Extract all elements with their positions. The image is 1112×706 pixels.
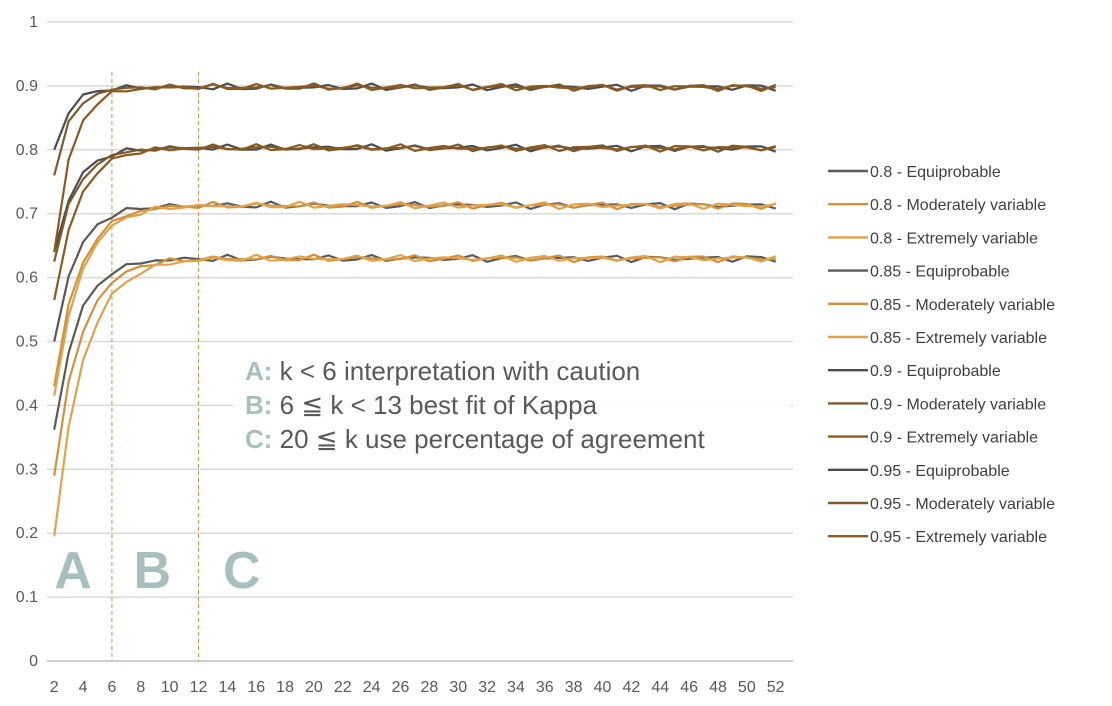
x-tick-label: 22 xyxy=(334,679,352,696)
legend-label: 0.8 - Equiprobable xyxy=(870,164,1001,181)
y-tick-label: 0 xyxy=(29,653,38,670)
y-tick-label: 0.8 xyxy=(16,142,38,159)
annotation-key: A: xyxy=(245,356,272,386)
x-tick-label: 36 xyxy=(536,679,554,696)
legend: 0.8 - Equiprobable 0.8 - Moderately varia… xyxy=(828,164,1055,546)
annotation-key: C: xyxy=(245,424,272,454)
x-tick-label: 34 xyxy=(507,679,525,696)
annotation-line: A: k < 6 interpretation with caution xyxy=(245,356,640,386)
x-tick-label: 50 xyxy=(738,679,756,696)
legend-label: 0.9 - Moderately variable xyxy=(870,396,1046,413)
legend-label: 0.95 - Moderately variable xyxy=(870,496,1055,513)
y-tick-label: 0.9 xyxy=(16,78,38,95)
x-tick-label: 40 xyxy=(594,679,612,696)
x-tick-label: 20 xyxy=(305,679,323,696)
annotation-text: 6 ≦ k < 13 best fit of Kappa xyxy=(272,390,597,420)
y-tick-label: 0.6 xyxy=(16,270,38,287)
annotation-text: 20 ≦ k use percentage of agreement xyxy=(272,424,705,454)
y-tick-label: 0.5 xyxy=(16,334,38,351)
y-tick-label: 0.4 xyxy=(16,397,38,414)
x-tick-label: 42 xyxy=(622,679,640,696)
series-line xyxy=(53,253,777,537)
series-line xyxy=(53,200,777,342)
series-line xyxy=(53,82,777,253)
x-tick-label: 16 xyxy=(247,679,265,696)
x-tick-label: 2 xyxy=(50,679,59,696)
legend-label: 0.95 - Equiprobable xyxy=(870,463,1010,480)
x-tick-label: 46 xyxy=(680,679,698,696)
y-tick-label: 0.1 xyxy=(16,589,38,606)
y-tick-label: 0.7 xyxy=(16,206,38,223)
x-tick-label: 4 xyxy=(79,679,88,696)
y-tick-label: 0.3 xyxy=(16,461,38,478)
legend-label: 0.85 - Moderately variable xyxy=(870,297,1055,314)
series-line xyxy=(53,82,777,151)
legend-label: 0.85 - Equiprobable xyxy=(870,264,1010,281)
series-line xyxy=(53,200,776,396)
annotation-text: k < 6 interpretation with caution xyxy=(272,356,640,386)
x-tick-label: 12 xyxy=(190,679,208,696)
x-tick-label: 32 xyxy=(478,679,496,696)
y-tick-label: 1 xyxy=(29,14,38,31)
series-line xyxy=(53,143,776,262)
legend-label: 0.8 - Moderately variable xyxy=(870,197,1046,214)
x-tick-label: 52 xyxy=(767,679,785,696)
legend-label: 0.85 - Extremely variable xyxy=(870,330,1047,347)
series-line xyxy=(53,143,777,301)
annotation-line: C: 20 ≦ k use percentage of agreement xyxy=(245,424,705,454)
x-tick-label: 48 xyxy=(709,679,727,696)
x-tick-label: 6 xyxy=(107,679,116,696)
legend-label: 0.8 - Extremely variable xyxy=(870,230,1038,247)
annotation-background xyxy=(233,345,791,465)
x-tick-label: 26 xyxy=(392,679,410,696)
x-tick-label: 44 xyxy=(651,679,669,696)
series-line xyxy=(53,143,777,253)
y-tick-label: 0.2 xyxy=(16,525,38,542)
vertical-marker-lines xyxy=(111,72,200,661)
x-tick-label: 14 xyxy=(218,679,236,696)
x-tick-label: 24 xyxy=(363,679,381,696)
x-tick-label: 10 xyxy=(161,679,179,696)
region-label: B xyxy=(134,542,172,600)
x-tick-label: 28 xyxy=(420,679,438,696)
legend-label: 0.95 - Extremely variable xyxy=(870,529,1047,546)
x-tick-label: 8 xyxy=(136,679,145,696)
x-tick-label: 18 xyxy=(276,679,294,696)
x-tick-label: 30 xyxy=(449,679,467,696)
annotation-key: B: xyxy=(245,390,272,420)
annotation-line: B: 6 ≦ k < 13 best fit of Kappa xyxy=(245,390,598,420)
legend-label: 0.9 - Extremely variable xyxy=(870,430,1038,447)
region-label: A xyxy=(54,542,92,600)
series-line xyxy=(53,82,776,176)
legend-label: 0.9 - Equiprobable xyxy=(870,363,1001,380)
x-tick-label: 38 xyxy=(565,679,583,696)
y-axis-tick-labels: 0 0.1 0.2 0.3 0.4 0.5 0.6 0.7 0.8 0.9 1 xyxy=(16,14,38,670)
region-label: C xyxy=(223,542,261,600)
series-line xyxy=(53,253,776,476)
series-lines xyxy=(53,82,777,537)
x-axis-tick-labels: 2 4 6 8 10 12 14 16 18 20 22 24 26 28 30 32 34 36 38 40 42 44… xyxy=(50,679,785,696)
